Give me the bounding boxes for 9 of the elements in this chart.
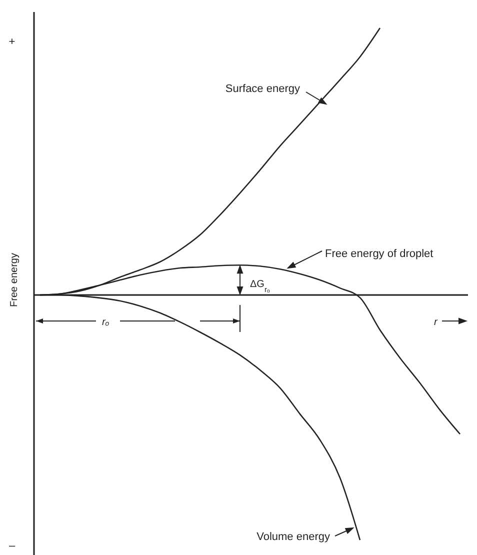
text: + — [8, 36, 16, 48]
series-label: Surface energy — [225, 83, 300, 95]
text: – — [8, 540, 16, 552]
annotation: rₒ — [102, 317, 110, 328]
legend-label: Free energy of droplet — [325, 248, 434, 260]
annotation: ΔG$_{rₒ}$ — [250, 279, 270, 294]
y-axis-title: Free energy — [9, 253, 20, 307]
text: Volume energy — [256, 531, 330, 543]
x-axis-title: r — [434, 317, 438, 328]
